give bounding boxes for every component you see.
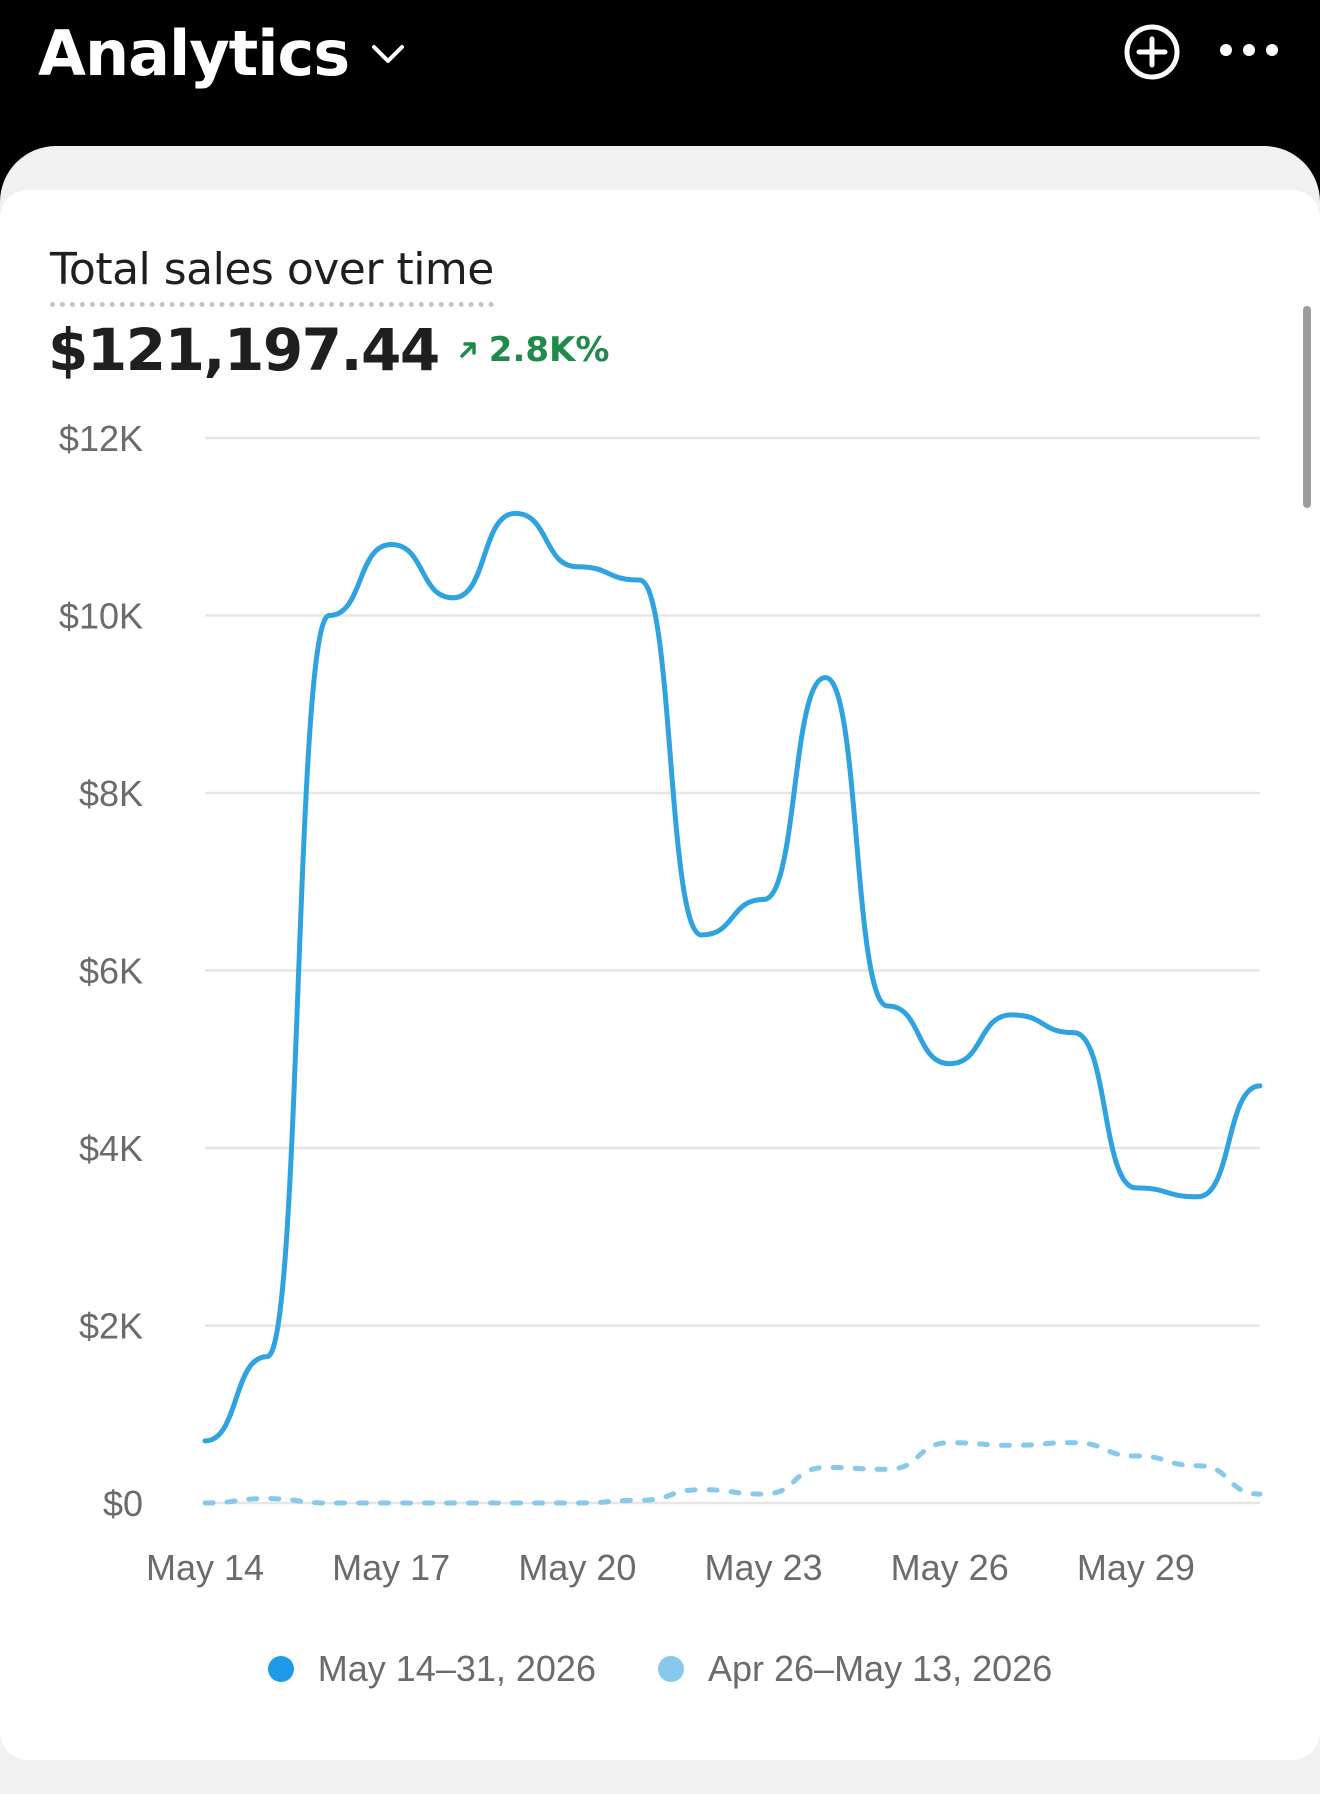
card-title[interactable]: Total sales over time — [50, 238, 494, 307]
chevron-down-icon — [372, 45, 405, 63]
legend-dot-previous — [657, 1656, 684, 1682]
metric-row: $121,197.44 2.8K% — [48, 310, 609, 390]
change-percent: 2.8K% — [488, 330, 610, 370]
legend-item-previous[interactable]: Apr 26–May 13, 2026 — [657, 1648, 1053, 1690]
top-bar: Analytics — [0, 0, 1320, 146]
scrollbar[interactable] — [1303, 306, 1311, 508]
legend-label-previous: Apr 26–May 13, 2026 — [707, 1648, 1053, 1689]
change-badge: 2.8K% — [459, 330, 610, 370]
legend-item-current[interactable]: May 14–31, 2026 — [267, 1648, 596, 1690]
plus-circle-icon[interactable] — [1122, 22, 1182, 82]
app-title: Analytics — [38, 17, 350, 90]
app-title-menu[interactable]: Analytics — [38, 14, 405, 94]
arrow-up-right-icon — [460, 342, 476, 358]
legend-label-current: May 14–31, 2026 — [317, 1648, 596, 1689]
total-sales-value: $121,197.44 — [48, 316, 440, 384]
more-horizontal-icon[interactable] — [1216, 30, 1282, 70]
sales-card — [0, 190, 1320, 1760]
chart-legend: May 14–31, 2026 Apr 26–May 13, 2026 — [0, 1648, 1320, 1690]
legend-dot-current — [267, 1656, 294, 1682]
